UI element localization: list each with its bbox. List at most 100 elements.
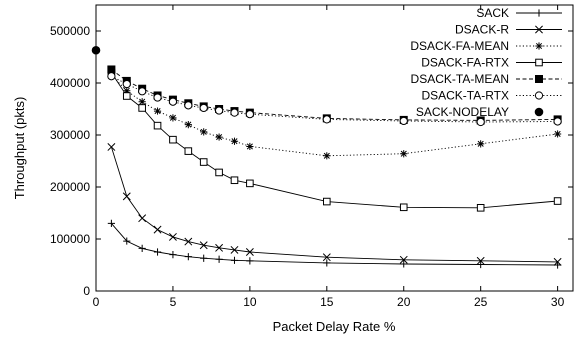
- point-dsack-r-8: [230, 245, 239, 254]
- point-dsack-fa-mean-4: [169, 114, 177, 122]
- point-dsack-r-6: [199, 241, 208, 250]
- point-dsack-fa-mean-10: [323, 152, 331, 160]
- point-sack-3: [153, 248, 162, 256]
- point-dsack-fa-mean-6: [200, 128, 208, 136]
- point-dsack-r-7: [215, 243, 224, 252]
- point-dsack-fa-rtx-11: [399, 203, 408, 212]
- point-sack-2: [138, 244, 146, 252]
- legend-item-dsack-r: DSACK-R: [455, 23, 562, 37]
- x-tick-label-5: 25: [474, 295, 488, 309]
- series-line-dsack-fa-mean: [111, 74, 558, 157]
- x-tick-label-0: 0: [93, 295, 100, 309]
- point-dsack-fa-rtx-3: [153, 121, 162, 130]
- legend-item-sack: SACK: [476, 6, 562, 20]
- point-dsack-fa-rtx-12: [476, 204, 485, 212]
- legend-item-dsack-ta-rtx: DSACK-TA-RTX: [421, 89, 562, 103]
- x-tick-label-3: 15: [320, 295, 334, 309]
- series-layer: [91, 45, 562, 269]
- x-tick-label-2: 10: [243, 295, 257, 309]
- legend-label-dsack-ta-rtx: DSACK-TA-RTX: [421, 89, 509, 103]
- point-dsack-ta-rtx-9: [245, 110, 254, 119]
- point-dsack-fa-rtx-9: [246, 179, 254, 188]
- y-tick-label-1: 100000: [50, 232, 90, 246]
- legend-item-sack-nodelay: SACK-NODELAY: [416, 105, 544, 119]
- point-dsack-ta-rtx-11: [399, 116, 408, 126]
- point-sack-7: [215, 255, 223, 263]
- point-sack-nodelay-0: [91, 45, 101, 55]
- point-dsack-fa-mean-7: [215, 133, 223, 141]
- point-dsack-ta-rtx-1: [122, 79, 131, 89]
- point-dsack-fa-mean-13: [554, 130, 562, 138]
- point-dsack-fa-mean-1: [123, 87, 131, 95]
- point-dsack-r-4: [168, 232, 177, 241]
- y-tick-label-3: 300000: [50, 128, 90, 142]
- point-sack-13: [554, 261, 562, 269]
- point-dsack-ta-rtx-6: [199, 103, 208, 113]
- y-tick-label-0: 0: [83, 284, 90, 298]
- point-dsack-fa-rtx-6: [199, 158, 208, 166]
- point-dsack-fa-mean-9: [246, 142, 254, 151]
- plot-frame: [95, 4, 574, 292]
- point-dsack-ta-rtx-3: [153, 93, 162, 102]
- legend-marker-dsack-ta-mean: [535, 75, 543, 83]
- point-dsack-r-10: [322, 253, 331, 262]
- point-dsack-fa-rtx-8: [230, 176, 239, 185]
- legend-label-sack-nodelay: SACK-NODELAY: [416, 105, 509, 119]
- point-dsack-fa-rtx-1: [122, 92, 131, 100]
- point-dsack-ta-rtx-0: [107, 72, 116, 81]
- point-sack-12: [477, 260, 485, 269]
- point-dsack-ta-mean-0: [107, 65, 116, 74]
- point-dsack-ta-rtx-12: [476, 117, 485, 127]
- y-axis-label: Throughput (pkts): [12, 97, 27, 200]
- legend-label-dsack-r: DSACK-R: [455, 23, 509, 37]
- axes: 0 100000 200000 300000 400000 500000 0 5 10 15 20 2…: [50, 5, 573, 309]
- point-dsack-fa-mean-12: [477, 140, 485, 148]
- legend-label-dsack-fa-mean: DSACK-FA-MEAN: [410, 39, 509, 53]
- point-dsack-fa-rtx-7: [215, 168, 223, 177]
- point-dsack-r-13: [553, 257, 562, 266]
- x-axis-label: Packet Delay Rate %: [273, 319, 396, 334]
- point-dsack-fa-rtx-13: [553, 197, 562, 205]
- point-dsack-r-11: [399, 255, 408, 264]
- point-dsack-fa-mean-2: [138, 98, 146, 106]
- point-sack-1: [123, 237, 131, 245]
- point-sack-4: [169, 251, 177, 259]
- point-sack-0: [107, 219, 115, 227]
- point-dsack-fa-rtx-5: [184, 147, 193, 155]
- legend-label-sack: SACK: [476, 6, 509, 20]
- legend-item-dsack-ta-mean: DSACK-TA-MEAN: [411, 72, 562, 86]
- point-sack-5: [184, 253, 192, 261]
- x-tick-label-4: 20: [397, 295, 411, 309]
- point-dsack-fa-rtx-2: [138, 104, 146, 112]
- legend-marker-sack: [535, 9, 543, 17]
- point-sack-11: [400, 260, 408, 268]
- y-tick-label-2: 200000: [50, 180, 90, 194]
- x-tick-label-1: 5: [170, 295, 177, 309]
- series-line-dsack-ta-rtx: [111, 75, 558, 123]
- legend-marker-dsack-fa-rtx: [535, 58, 543, 67]
- series-sack: [107, 219, 562, 269]
- legend-item-dsack-fa-rtx: DSACK-FA-RTX: [421, 56, 562, 70]
- point-dsack-r-5: [184, 237, 193, 246]
- point-sack-6: [200, 254, 208, 262]
- point-dsack-r-3: [153, 225, 162, 234]
- point-dsack-ta-rtx-2: [138, 87, 147, 96]
- legend-marker-dsack-r: [535, 25, 543, 34]
- x-tick-label-6: 30: [551, 295, 565, 309]
- point-sack-10: [323, 259, 331, 267]
- legend-item-dsack-fa-mean: DSACK-FA-MEAN: [410, 39, 562, 53]
- y-tick-label-4: 400000: [50, 76, 90, 90]
- series-line-dsack-r: [110, 146, 558, 263]
- series-dsack-ta-rtx: [107, 72, 562, 127]
- point-dsack-ta-rtx-7: [214, 106, 224, 115]
- legend-label-dsack-ta-mean: DSACK-TA-MEAN: [411, 72, 509, 86]
- point-dsack-fa-mean-3: [153, 107, 162, 115]
- point-dsack-ta-rtx-4: [168, 97, 178, 106]
- legend-marker-sack-nodelay: [534, 107, 544, 117]
- point-dsack-fa-rtx-10: [323, 197, 331, 206]
- legend-marker-dsack-fa-mean: [535, 42, 543, 50]
- point-dsack-ta-rtx-10: [322, 115, 331, 124]
- point-sack-9: [246, 257, 254, 265]
- point-dsack-ta-rtx-5: [184, 101, 193, 110]
